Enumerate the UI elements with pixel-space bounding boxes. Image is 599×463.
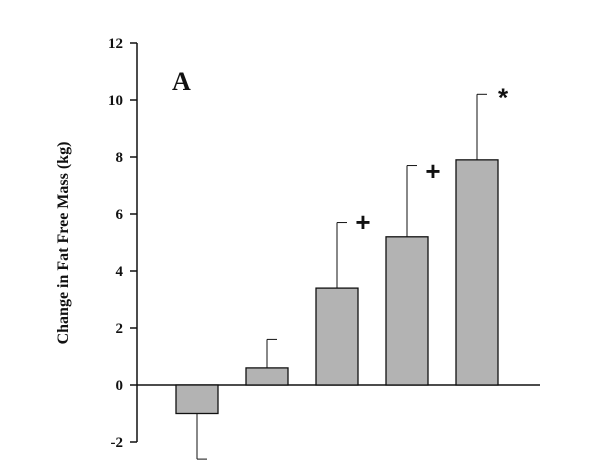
y-tick-label: 2 bbox=[116, 321, 124, 337]
significance-marker: * bbox=[498, 82, 509, 112]
bar bbox=[315, 287, 359, 386]
bar bbox=[245, 367, 289, 386]
bar bbox=[175, 384, 219, 415]
bars-group bbox=[175, 159, 499, 415]
y-tick-label: 4 bbox=[116, 264, 124, 280]
bar bbox=[455, 159, 499, 386]
bar bbox=[385, 236, 429, 386]
y-tick-label: 8 bbox=[116, 150, 124, 166]
panel-label: A bbox=[172, 67, 191, 96]
error-bars-group bbox=[196, 93, 487, 460]
annotations-group: + + * bbox=[355, 82, 509, 237]
y-axis-label: Change in Fat Free Mass (kg) bbox=[55, 142, 72, 345]
y-tick-label: 0 bbox=[116, 378, 124, 394]
y-tick-label: 10 bbox=[108, 93, 123, 109]
y-tick-label: 12 bbox=[108, 36, 123, 52]
significance-marker: + bbox=[425, 156, 440, 186]
y-tick-label: 6 bbox=[116, 207, 124, 223]
y-tick-label: -2 bbox=[111, 435, 124, 451]
significance-marker: + bbox=[355, 207, 370, 237]
